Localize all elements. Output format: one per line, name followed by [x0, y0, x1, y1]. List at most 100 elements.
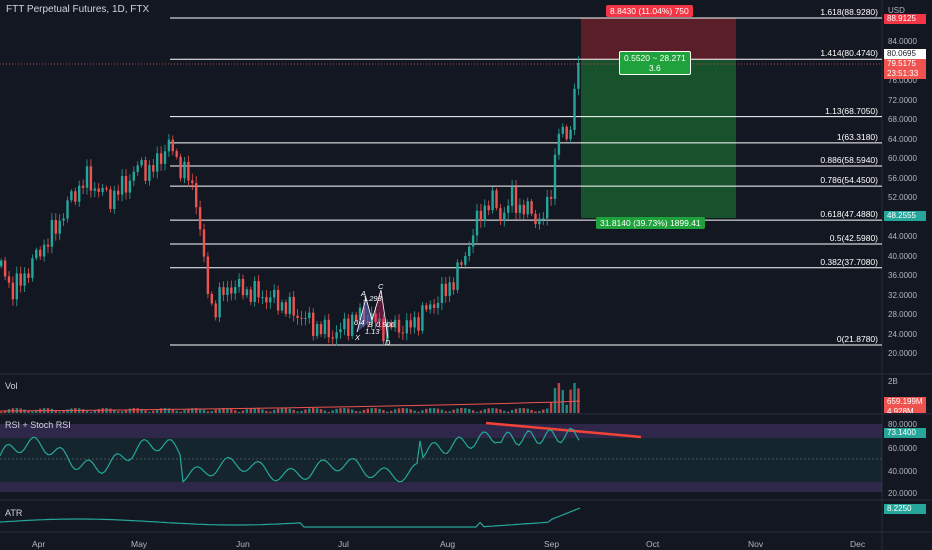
time-label-sep: Sep [544, 539, 560, 549]
candle-body [335, 332, 338, 339]
volume-bar [214, 409, 217, 413]
candle-body [378, 318, 381, 322]
volume-bar [401, 408, 405, 413]
candle-body [253, 281, 256, 302]
rsi-mid-band [0, 438, 882, 482]
candle-body [120, 176, 124, 195]
volume-bar [140, 408, 143, 413]
candle-body [42, 244, 46, 257]
volume-bar [198, 408, 202, 413]
candle-body [483, 205, 486, 221]
candle-body [58, 220, 61, 234]
price-axis-label: 44.0000 [888, 232, 917, 242]
volume-bar [230, 408, 233, 413]
candle-body [409, 320, 412, 328]
candle-body [261, 297, 264, 299]
symbol-title[interactable]: FTT Perpetual Futures, 1D, FTX [6, 4, 150, 15]
volume-bar [148, 411, 151, 413]
candle-body [315, 323, 319, 336]
time-label-apr: Apr [32, 539, 46, 549]
volume-bar [276, 408, 280, 413]
fib-retracement[interactable] [170, 17, 882, 346]
volume-ma-line [0, 400, 581, 412]
candle-body [179, 156, 182, 179]
rsi-divergence-line[interactable] [485, 421, 642, 439]
candle-body [417, 317, 420, 331]
candle-body [292, 296, 295, 316]
volume-bar [237, 411, 241, 413]
candle-body [214, 303, 217, 318]
candle-body [546, 196, 549, 219]
countdown-tag: 23:51:33 [884, 69, 926, 79]
volume-bar [179, 411, 182, 413]
volume-bar [312, 408, 315, 413]
volume-bar [553, 388, 557, 413]
volume-bar [284, 408, 288, 413]
candle-body [117, 190, 120, 195]
candle-body [128, 180, 132, 193]
volume-bar [471, 410, 475, 413]
volume-bar [436, 408, 440, 413]
atr-pane-title[interactable]: ATR [5, 508, 23, 518]
volume-bar [152, 410, 155, 413]
volume-bar [304, 409, 307, 413]
volume-bar [257, 408, 260, 413]
candle-body [425, 305, 428, 310]
rr-line1: 0.5520 ~ 28.271 [624, 53, 686, 63]
volume-bar [507, 411, 510, 413]
candle-body [23, 273, 26, 286]
stop-zone[interactable] [581, 60, 736, 218]
volume-bar [339, 408, 342, 413]
candle-body [54, 220, 57, 234]
stop-label[interactable]: 31.8140 (39.73%) 1899.41 [596, 217, 705, 229]
candle-body [312, 312, 315, 336]
candle-body [514, 186, 518, 213]
candlesticks[interactable] [0, 56, 580, 347]
candle-body [354, 314, 358, 321]
candle-body [319, 323, 323, 335]
rsi-oversold-band [0, 482, 882, 492]
candle-body [175, 151, 178, 157]
candle-body [144, 159, 147, 181]
candle-body [518, 204, 522, 213]
volume-bar [413, 410, 416, 413]
fib0618-price-tag: 48.2555 [884, 211, 926, 221]
atr-line [0, 507, 581, 528]
volume-bar [109, 408, 112, 413]
candle-body [495, 190, 498, 209]
harmonic-pattern[interactable] [356, 289, 389, 339]
volume-bar [62, 410, 65, 413]
volume-bar [460, 408, 463, 413]
candle-body [561, 126, 564, 134]
candle-body [19, 273, 22, 286]
volume-bar [183, 410, 186, 413]
target-label[interactable]: 8.8430 (11.04%) 750 [606, 5, 693, 17]
candle-body [507, 205, 510, 213]
volume-pane-title[interactable]: Vol [5, 381, 18, 391]
candle-body [35, 249, 38, 259]
candle-body [382, 318, 385, 342]
price-axis-label: 36.0000 [888, 271, 917, 281]
candle-body [444, 283, 447, 296]
volume-bar [468, 408, 471, 413]
harmonic-label-ratio3: 0.906 [376, 320, 395, 329]
candle-body [284, 302, 288, 314]
candle-body [479, 210, 483, 221]
rsi-pane-title[interactable]: RSI + Stoch RSI [5, 420, 71, 430]
volume-bar [518, 408, 522, 413]
candle-body [7, 276, 11, 283]
candle-body [573, 88, 576, 130]
candle-body [85, 166, 89, 188]
volume-bar [386, 411, 389, 413]
volume-bar [331, 410, 334, 413]
candle-body [81, 185, 85, 188]
candle-body [27, 273, 30, 278]
risk-reward-label[interactable]: 0.5520 ~ 28.271 3.6 [619, 51, 691, 75]
candle-body [136, 165, 139, 172]
candle-body [156, 153, 159, 172]
volume-bar [171, 409, 174, 413]
volume-bar [265, 410, 268, 413]
volume-bar [382, 410, 385, 413]
candle-body [183, 161, 186, 179]
